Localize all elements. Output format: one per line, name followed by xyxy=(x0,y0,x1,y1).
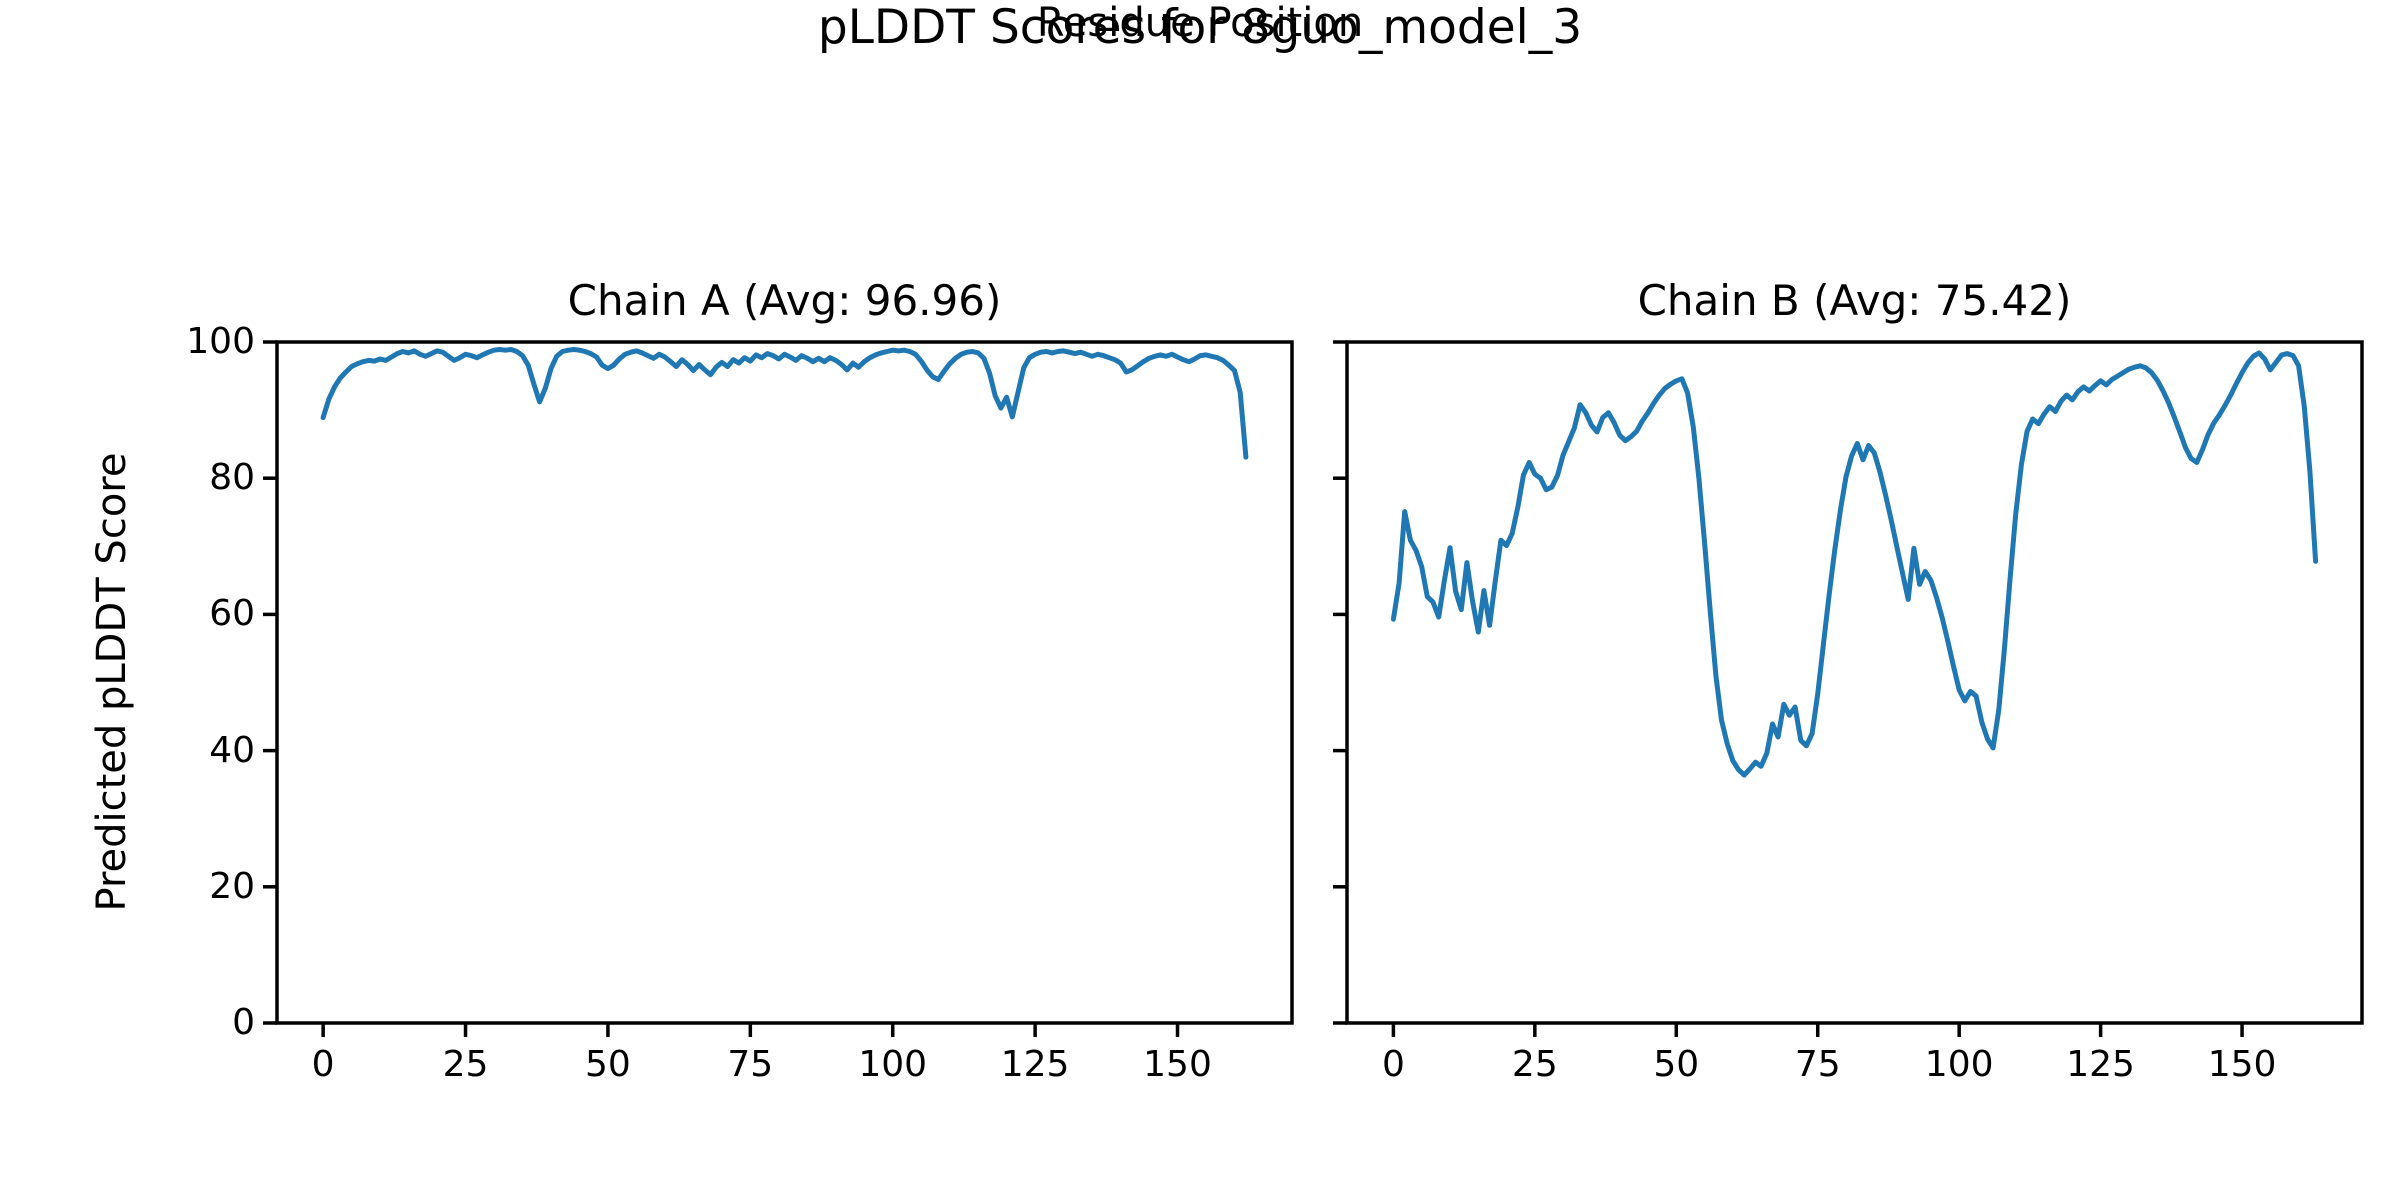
chain-a-y-tick-label: 80 xyxy=(209,457,255,499)
chain-b-x-tick-label: 0 xyxy=(1381,1044,1405,1085)
chain-a-y-tick-label: 60 xyxy=(209,593,255,635)
chain-b-x-tick-label: 100 xyxy=(1924,1044,1994,1085)
chain-a-axes-frame xyxy=(275,340,1294,1025)
chain-a-x-tick-label: 125 xyxy=(1000,1044,1070,1085)
chain-a-x-tick-label: 100 xyxy=(858,1044,928,1085)
chain-b-x-tick-label: 25 xyxy=(1511,1044,1558,1085)
chain-a-title: Chain A (Avg: 96.96) xyxy=(567,276,1002,325)
chain-a-y-tick-label: 40 xyxy=(209,729,255,771)
chain-a-y-tick-label: 20 xyxy=(209,865,255,907)
chain-b-x-tick-label: 125 xyxy=(2066,1044,2135,1085)
chain-b-line xyxy=(1390,350,2319,778)
x-axis-label: Residue Position xyxy=(1036,0,1364,46)
figure-title: pLDDT Scores for 8guo_model_3 xyxy=(817,0,1583,55)
chain-b-x-tick-label: 150 xyxy=(2207,1044,2277,1085)
chain-b-x-tick-label: 50 xyxy=(1653,1044,1700,1085)
chain-a-y-tick-label: 100 xyxy=(186,321,255,362)
chain-a-x-tick-label: 50 xyxy=(585,1044,631,1085)
chain-a-x-tick-label: 25 xyxy=(442,1044,489,1085)
chain-b-x-tick-label: 75 xyxy=(1794,1044,1841,1085)
chain-a-y-tick-label: 0 xyxy=(232,1002,255,1043)
chain-a-x-tick-label: 0 xyxy=(311,1044,335,1085)
chain-a-line xyxy=(320,347,1249,460)
chain-b-title: Chain B (Avg: 75.42) xyxy=(1637,276,2072,325)
chain-b-axes-frame xyxy=(1345,340,2364,1025)
chain-a-x-tick-label: 150 xyxy=(1143,1044,1212,1085)
chain-a-x-tick-label: 75 xyxy=(727,1044,774,1085)
